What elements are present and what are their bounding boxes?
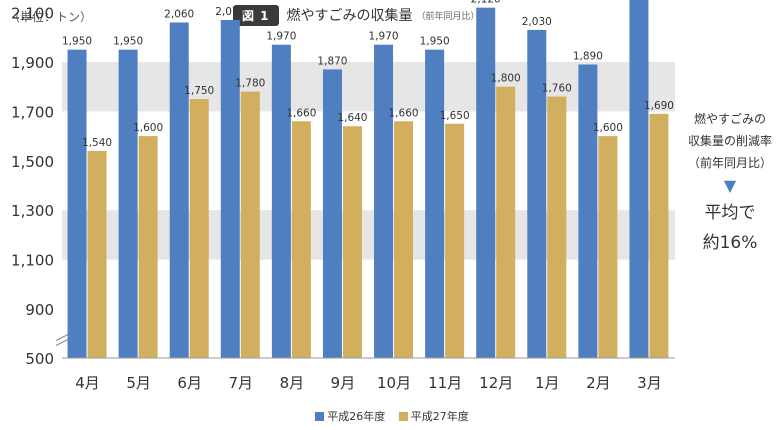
bar: [496, 86, 516, 358]
reduction-note: 燃やすごみの 収集量の削減率 （前年同月比） ▼ 平均で 約16%: [678, 108, 782, 258]
data-label: 1,950: [420, 36, 450, 48]
bar: [547, 96, 567, 358]
y-tick-label: 1,700: [11, 103, 54, 121]
chart-header: 図 1 燃やすごみの収集量 （前年同月比）: [233, 4, 480, 26]
x-tick-label: 8月: [280, 374, 305, 392]
data-label: 1,950: [113, 36, 143, 48]
bar: [118, 49, 138, 359]
bar: [394, 121, 414, 358]
y-tick-label: 1,900: [11, 54, 54, 72]
note-line-4: 平均で: [704, 203, 756, 223]
figure-badge: 図 1: [233, 4, 279, 26]
y-tick-label: 500: [25, 350, 54, 368]
bar: [425, 49, 445, 359]
bar: [445, 123, 465, 358]
note-line-5: 約16%: [702, 233, 758, 253]
bar: [169, 22, 189, 358]
bars: 1,950 1,540 1,950 1,600 2,060 1,750 2,070 1,780…: [62, 0, 674, 359]
data-label: 2,060: [164, 8, 194, 20]
bar: [629, 0, 649, 358]
legend-item-h27: 平成27年度: [398, 408, 469, 424]
unit-label: （単位：トン）: [8, 10, 93, 24]
data-label: 1,760: [542, 83, 572, 95]
x-tick-label: 3月: [637, 374, 662, 392]
x-tick-label: 9月: [331, 374, 356, 392]
data-label: 1,950: [62, 36, 92, 48]
data-label: 1,970: [369, 31, 399, 43]
x-tick-label: 5月: [126, 374, 151, 392]
bar: [527, 29, 547, 358]
bar: [67, 49, 87, 359]
bar: [476, 7, 496, 358]
data-label: 1,600: [593, 122, 623, 134]
y-tick-label: 1,500: [11, 153, 54, 171]
grid-band: [62, 210, 675, 260]
grid-bands: [62, 62, 675, 260]
bar: [578, 64, 598, 358]
bar: [271, 44, 291, 359]
legend-swatch-h27: [398, 412, 408, 421]
data-label: 1,650: [440, 110, 470, 122]
x-tick-label: 1月: [535, 374, 560, 392]
y-axis: 5009001,1001,3001,5001,7001,9002,1002,30…: [11, 5, 69, 368]
axis-break-mark: [55, 339, 69, 346]
bar: [649, 113, 669, 359]
down-triangle-icon: ▼: [723, 176, 737, 195]
legend-item-h26: 平成26年度: [315, 408, 385, 424]
data-label: 1,970: [266, 31, 296, 43]
x-tick-label: 10月: [377, 374, 411, 392]
chart-title: 燃やすごみの収集量: [286, 8, 413, 24]
bar: [87, 150, 107, 358]
x-tick-label: 6月: [177, 374, 202, 392]
data-label: 1,750: [184, 85, 214, 97]
legend: 平成26年度 平成27年度: [0, 408, 784, 424]
legend-label-h26: 平成26年度: [327, 410, 386, 423]
data-label: 1,780: [235, 78, 265, 90]
bar-chart: 5009001,1001,3001,5001,7001,9002,1002,30…: [11, 0, 675, 392]
y-tick-label: 1,300: [11, 202, 54, 220]
x-tick-label: 11月: [428, 374, 462, 392]
bar: [240, 91, 260, 358]
data-label: 1,870: [317, 55, 347, 67]
bar: [291, 121, 311, 358]
note-line-1: 燃やすごみの: [693, 112, 766, 126]
y-tick-label: 2,100: [11, 5, 54, 23]
chart-subtitle: （前年同月比）: [416, 11, 480, 22]
x-axis: 4月 5月 6月 7月 8月 9月 10月 11月 12月 1月 2月 3月: [62, 357, 675, 392]
grid-band: [62, 62, 675, 112]
data-label: 1,690: [644, 100, 674, 112]
bar: [322, 69, 342, 358]
y-tick-label: 1,100: [11, 252, 54, 270]
note-line-3: （前年同月比）: [687, 156, 772, 170]
bar: [374, 44, 394, 359]
bar: [598, 136, 618, 358]
data-label: 1,660: [286, 107, 316, 119]
data-label: 1,600: [133, 122, 163, 134]
data-label: 2,030: [522, 16, 552, 28]
y-tick-label: 900: [25, 301, 54, 319]
bar: [138, 136, 158, 358]
data-label: 1,800: [491, 73, 521, 85]
data-label: 2,070: [215, 6, 245, 18]
legend-swatch-h26: [315, 412, 325, 421]
x-tick-label: 12月: [479, 374, 513, 392]
data-label: 1,640: [337, 112, 367, 124]
data-label: 1,540: [82, 137, 112, 149]
bar: [189, 99, 209, 359]
axis-break-mark: [55, 334, 69, 341]
x-tick-label: 7月: [229, 374, 254, 392]
data-label: 1,660: [389, 107, 419, 119]
data-label: 2,120: [471, 0, 501, 6]
note-line-2: 収集量の削減率: [687, 134, 772, 148]
data-label: 1,890: [573, 50, 603, 62]
bar: [220, 20, 240, 358]
legend-label-h27: 平成27年度: [410, 410, 469, 423]
x-tick-label: 2月: [586, 374, 611, 392]
bar: [342, 126, 362, 358]
x-tick-label: 4月: [75, 374, 100, 392]
